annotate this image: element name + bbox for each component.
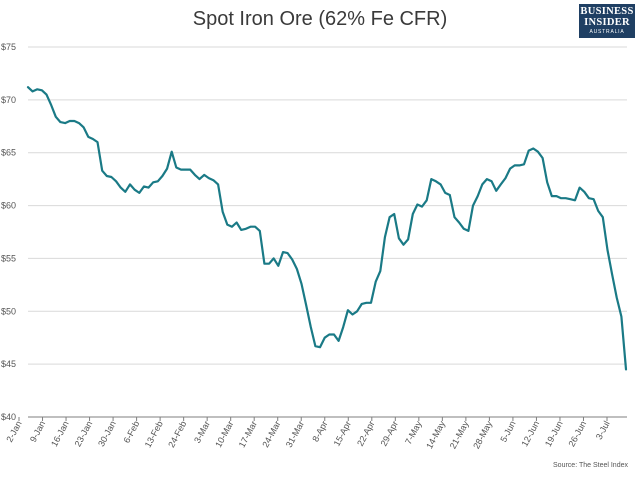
x-tick-label: 3-Mar — [192, 419, 212, 444]
x-tick-label: 10-Mar — [213, 419, 235, 449]
x-tick-label: 3-Jul — [594, 419, 612, 441]
x-tick-label: 24-Mar — [260, 419, 282, 449]
x-tick-label: 13-Feb — [143, 419, 165, 449]
price-line — [26, 86, 628, 371]
y-tick-label: $65 — [1, 148, 16, 158]
x-tick-label: 16-Jan — [49, 419, 71, 448]
y-tick-label: $45 — [1, 359, 16, 369]
x-tick-label: 31-Mar — [284, 419, 306, 449]
x-tick-label: 9-Jan — [28, 419, 47, 444]
x-axis — [18, 416, 627, 421]
logo-line-1: BUSINESS — [580, 6, 634, 17]
chart-title: Spot Iron Ore (62% Fe CFR) — [192, 8, 448, 30]
y-tick-label: $55 — [1, 253, 16, 263]
x-tick-label: 29-Apr — [379, 419, 401, 448]
x-tick-label: 24-Feb — [166, 419, 188, 449]
x-axis-tick-labels: 2-Jan 9-Jan 16-Jan 23-Jan 30-Jan 6-Feb 13-Feb 2… — [4, 419, 611, 451]
y-tick-label: $75 — [1, 42, 16, 52]
source-note: Source: The Steel Index — [553, 462, 628, 469]
x-tick-label: 14-May — [424, 419, 447, 451]
x-tick-label: 7-May — [403, 419, 424, 446]
x-tick-label: 17-Mar — [237, 419, 259, 449]
y-tick-label: $60 — [1, 201, 16, 211]
x-tick-label: 12-Jun — [519, 419, 541, 448]
x-tick-label: 8-Apr — [310, 419, 329, 443]
y-axis-tick-labels: $40 $45 $50 $55 $60 $65 $70 $75 — [1, 42, 16, 422]
x-tick-label: 21-May — [448, 419, 471, 451]
logo-line-2: INSIDER — [584, 16, 630, 28]
grid-lines — [28, 46, 627, 365]
x-tick-label: 5-Jun — [498, 419, 517, 444]
x-tick-label: 26-Jun — [566, 419, 588, 448]
y-tick-label: $40 — [1, 412, 16, 422]
series-iron-ore-price — [26, 86, 628, 371]
x-tick-label: 22-Apr — [355, 419, 377, 448]
x-tick-label: 30-Jan — [96, 419, 118, 448]
business-insider-logo: BUSINESS INSIDER AUSTRALIA — [579, 4, 635, 38]
y-tick-label: $50 — [1, 306, 16, 316]
x-tick-label: 15-Apr — [332, 419, 354, 448]
x-tick-label: 2-Jan — [4, 419, 23, 444]
x-tick-label: 23-Jan — [73, 419, 95, 448]
logo-line-3: AUSTRALIA — [589, 29, 625, 35]
x-tick-label: 6-Feb — [121, 419, 141, 444]
y-tick-label: $70 — [1, 95, 16, 105]
x-tick-label: 19-Jun — [543, 419, 565, 448]
x-tick-label: 28-May — [471, 419, 494, 451]
